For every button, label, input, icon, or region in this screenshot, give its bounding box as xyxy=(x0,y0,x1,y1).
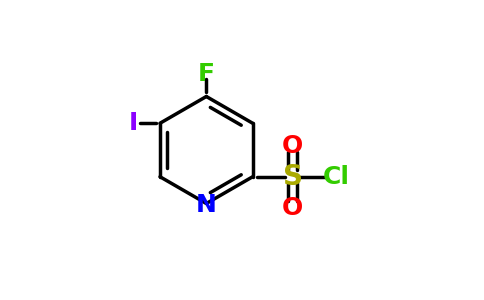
Text: N: N xyxy=(196,193,217,217)
Text: S: S xyxy=(283,163,303,191)
Text: F: F xyxy=(198,62,215,86)
Text: O: O xyxy=(282,196,303,220)
Text: O: O xyxy=(282,134,303,158)
Text: Cl: Cl xyxy=(322,165,349,189)
Text: I: I xyxy=(129,111,138,135)
